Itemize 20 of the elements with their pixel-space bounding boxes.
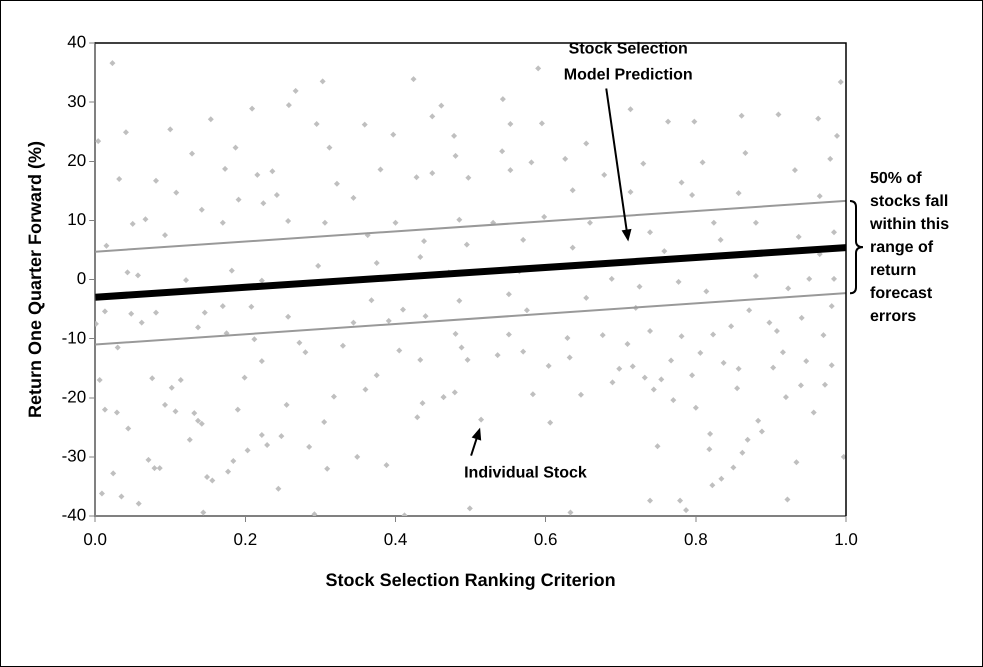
text: 50% of stocks fall within this range of return forecast errors [870, 168, 950, 327]
x-axis-title: Stock Selection Ranking Criterion [326, 570, 616, 590]
x-tick-label: 1.0 [834, 530, 858, 549]
y-tick-label: -30 [62, 446, 86, 466]
y-tick-label: 30 [67, 92, 86, 111]
x-tick-label: 0.8 [684, 530, 708, 549]
y-tick-label: -10 [62, 328, 86, 348]
y-tick-label: -20 [62, 387, 86, 406]
y-tick-label: -40 [62, 506, 86, 525]
x-tick-label: 0.2 [234, 530, 258, 549]
x-tick-label: 0.4 [384, 530, 408, 549]
annotation: Individual Stock [464, 464, 587, 482]
annotation: Stock Selection Model Prediction [564, 40, 693, 84]
y-tick-label: 40 [67, 32, 86, 52]
x-tick-label: 0.6 [534, 530, 558, 549]
y-tick-label: 10 [67, 210, 86, 230]
y-tick-label: 0 [76, 269, 86, 288]
x-tick-label: 0.0 [83, 530, 107, 549]
y-axis-title: Return One Quarter Forward (%) [24, 140, 45, 418]
y-tick-label: 20 [67, 150, 86, 170]
